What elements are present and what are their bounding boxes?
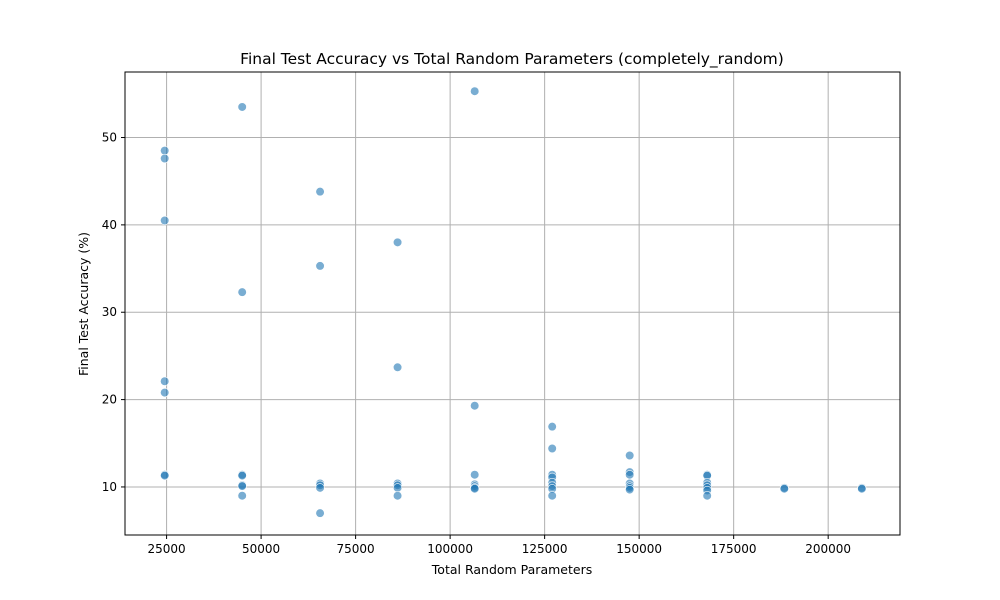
grid-lines [125,72,900,535]
x-tick-label: 50000 [242,542,280,556]
data-point [392,491,403,501]
data-points [160,86,867,518]
data-point [470,401,480,411]
chart-title: Final Test Accuracy vs Total Random Para… [240,50,784,69]
x-tick-label: 75000 [337,542,375,556]
x-axis-label: Total Random Parameters [431,562,592,577]
y-axis-label: Final Test Accuracy (%) [76,232,91,376]
data-point [315,261,325,271]
data-point [470,86,480,96]
data-point [702,491,712,501]
data-point [315,483,325,493]
y-tick-label: 40 [102,218,117,232]
data-point [625,484,635,495]
x-tick-label: 100000 [427,542,473,556]
data-point [237,102,247,112]
y-tick-label: 10 [102,480,117,494]
data-point [470,470,480,480]
x-axis-ticks: 25000 50000 75000 100000 125000 150000 175000 2… [147,535,851,556]
data-point [857,484,867,494]
x-tick-label: 175000 [711,542,757,556]
data-point [315,508,325,518]
data-point [392,483,403,493]
data-point [237,481,247,491]
data-point [547,491,557,501]
y-tick-label: 50 [102,131,117,145]
data-point [160,470,170,481]
data-point [779,484,789,494]
data-point [160,376,170,386]
data-point [392,237,403,247]
data-point [237,491,247,501]
data-point [160,153,170,164]
plot-frame [124,71,901,536]
y-tick-label: 20 [102,393,117,407]
data-point [237,470,247,481]
x-tick-label: 125000 [522,542,568,556]
y-tick-label: 30 [102,305,117,319]
plot-area [125,72,900,535]
x-tick-label: 200000 [805,542,851,556]
y-axis-ticks: 10 20 30 40 50 [102,131,125,494]
x-tick-label: 150000 [616,542,662,556]
data-point [625,470,635,480]
data-point [315,187,325,197]
data-point [547,443,557,454]
data-point [547,422,557,432]
data-point [237,287,247,297]
data-point [625,450,635,461]
data-point [160,388,170,398]
data-point [470,484,480,494]
data-point [392,362,403,372]
data-point [160,146,170,156]
data-point [160,215,170,226]
x-tick-label: 25000 [147,542,185,556]
